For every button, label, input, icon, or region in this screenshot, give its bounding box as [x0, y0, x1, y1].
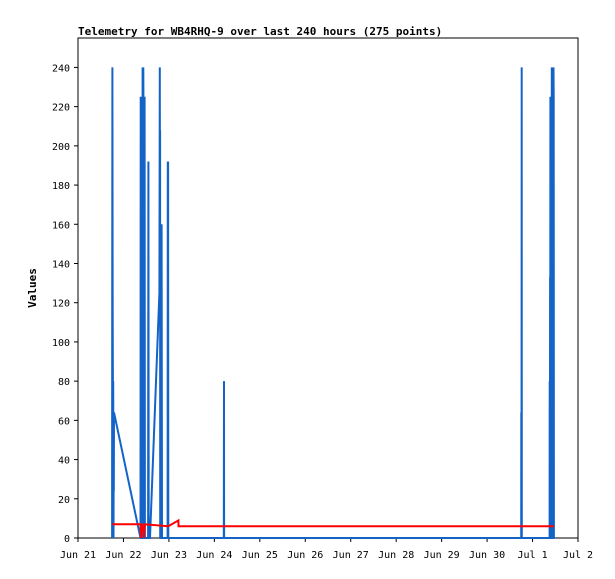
x-tick-label: Jul 2 [563, 550, 593, 561]
x-tick-label: Jun 22 [105, 550, 141, 561]
chart-title: Telemetry for WB4RHQ-9 over last 240 hou… [78, 25, 442, 38]
x-ticks: Jun 21 Jun 22 Jun 23 Jun 24 Jun 25 Jun 26 Jun … [60, 538, 593, 561]
y-tick-label: 60 [58, 416, 70, 427]
x-tick-label: Jun 28 [378, 550, 414, 561]
x-tick-label: Jun 29 [424, 550, 460, 561]
y-axis-label: Values [26, 268, 39, 308]
y-tick-label: 20 [58, 495, 70, 506]
x-tick-label: Jun 30 [469, 550, 505, 561]
y-tick-label: 80 [58, 377, 70, 388]
x-tick-label: Jun 21 [60, 550, 96, 561]
x-tick-label: Jun 23 [151, 550, 187, 561]
x-tick-label: Jun 27 [333, 550, 369, 561]
x-tick-label: Jun 24 [196, 550, 232, 561]
x-tick-label: Jun 25 [242, 550, 278, 561]
y-tick-label: 180 [52, 181, 70, 192]
y-tick-label: 140 [52, 259, 70, 270]
series-layer [111, 67, 555, 539]
y-tick-label: 100 [52, 338, 70, 349]
x-tick-label: Jun 26 [287, 550, 323, 561]
y-tick-label: 200 [52, 142, 70, 153]
x-tick-label: Jul 1 [517, 550, 547, 561]
series-line-2 [112, 518, 554, 539]
y-tick-label: 120 [52, 299, 70, 310]
y-ticks: 0 20 40 60 80 100 120 140 160 180 200 220 240 [52, 63, 78, 545]
y-tick-label: 220 [52, 103, 70, 114]
y-tick-label: 240 [52, 63, 70, 74]
series-line-1 [111, 67, 555, 539]
y-tick-label: 40 [58, 456, 70, 467]
y-tick-label: 160 [52, 220, 70, 231]
y-tick-label: 0 [64, 534, 70, 545]
